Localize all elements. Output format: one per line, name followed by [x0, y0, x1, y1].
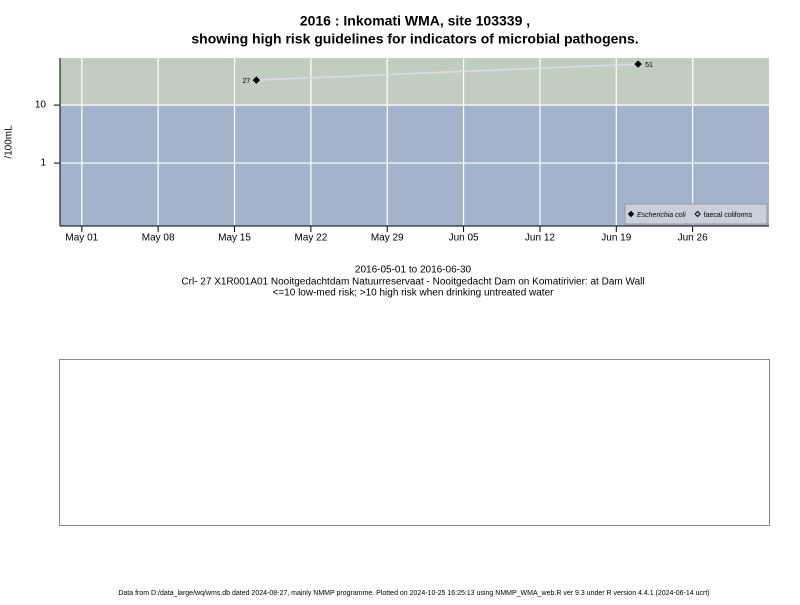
- note: Crl- 27 X1R001A01 Nooitgedachtdam Natuur…: [181, 277, 644, 288]
- data-label: 51: [645, 62, 653, 69]
- data-point: [634, 60, 642, 68]
- x-tick-label: May 01: [65, 233, 98, 244]
- legend-label: Escherichia coli: [637, 212, 686, 219]
- x-tick-label: May 15: [218, 233, 251, 244]
- chart-subtitle: showing high risk guidelines for indicat…: [191, 31, 638, 47]
- legend-marker: [627, 210, 635, 218]
- empty-panel: [59, 359, 770, 526]
- y-axis-label: /100mL: [4, 125, 15, 159]
- x-tick-label: Jun 26: [678, 233, 708, 244]
- chart-title: 2016 : Inkomati WMA, site 103339 ,: [300, 13, 530, 29]
- y-tick-label: 1: [40, 158, 46, 169]
- note: <=10 low-med risk; >10 high risk when dr…: [273, 288, 555, 299]
- x-tick-label: May 29: [371, 233, 404, 244]
- legend-marker: [694, 210, 701, 218]
- x-tick-label: Jun 12: [525, 233, 555, 244]
- series-line: [256, 63, 639, 81]
- x-tick-label: May 08: [142, 233, 175, 244]
- data-label: 27: [243, 78, 251, 85]
- x-tick-label: Jun 05: [449, 233, 479, 244]
- y-tick-label: 10: [35, 100, 47, 111]
- note: 2016-05-01 to 2016-06-30: [355, 265, 472, 276]
- footer: Data from D:/data_large/wq/wms.db dated …: [118, 590, 709, 597]
- legend-label: faecal coliforms: [704, 212, 753, 219]
- legend-box: [624, 203, 768, 225]
- data-point: [252, 76, 261, 84]
- x-tick-label: May 22: [294, 233, 327, 244]
- x-tick-label: Jun 19: [601, 233, 631, 244]
- band-high: [60, 58, 769, 106]
